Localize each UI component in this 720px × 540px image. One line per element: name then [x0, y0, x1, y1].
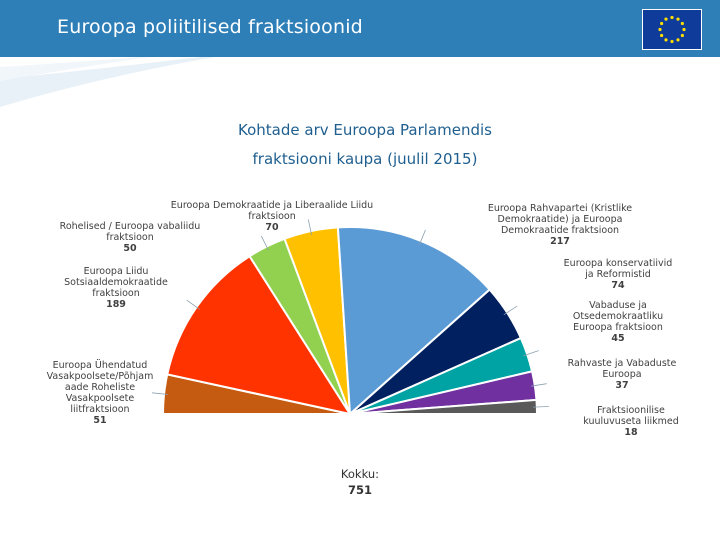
leader-line: [530, 383, 547, 387]
slice-label: Euroopa Ühendatud Vasakpoolsete/Põhjam aad…: [41, 360, 159, 426]
slice-label-text: Otsedemokraatliku: [572, 311, 664, 322]
flag-star: [664, 38, 668, 42]
slice-label: Rahvaste ja Vabaduste Euroopa 37: [562, 358, 682, 391]
chart-title-line2: fraktsiooni kaupa (juulil 2015): [252, 150, 478, 168]
flag-star: [680, 21, 684, 26]
slice-label-text: fraktsioon: [248, 211, 296, 222]
flag-star: [658, 27, 662, 32]
leader-line: [186, 299, 201, 310]
decorative-swoosh: [0, 57, 215, 107]
header-bar: Euroopa poliitilised fraktsioonid: [0, 0, 720, 57]
slice-value: 189: [106, 299, 126, 310]
slice-label: Euroopa Liidu Sotsiaaldemokraatide fraktsi…: [56, 266, 176, 310]
slice-label-text: Vabaduse ja: [589, 300, 647, 311]
slice-label: Euroopa Rahvapartei (Kristlike Demokraati…: [480, 203, 640, 247]
slice-label: Fraktsioonilise kuuluvuseta liikmed 18: [576, 405, 686, 438]
slice-value: 70: [265, 222, 279, 233]
slice-value: 50: [123, 243, 137, 254]
slice-value: 18: [624, 427, 638, 438]
slice-value: 217: [550, 236, 570, 247]
slice-label-text: Euroopa konservatiivid: [563, 258, 673, 269]
slice-label-text: fraktsioon: [92, 288, 140, 299]
slice-label-text: Fraktsioonilise: [597, 405, 665, 416]
slice-label-text: Rahvaste ja Vabaduste: [567, 358, 677, 369]
slice-label-text: Euroopa fraktsioon: [573, 322, 663, 333]
slice-label-text: Rohelised / Euroopa vabaliidu: [59, 221, 201, 232]
slice-label-text: ja Reformistid: [585, 269, 651, 280]
total-label: Kokku:: [340, 467, 380, 481]
slice-label: Rohelised / Euroopa vabaliidu fraktsioon 5…: [55, 221, 205, 254]
slice-value: 74: [611, 280, 625, 291]
slice-label-text: Sotsiaaldemokraatide: [64, 277, 168, 288]
slice-label-text: Euroopa Liidu: [83, 266, 149, 277]
flag-star: [660, 33, 664, 38]
slice-label-text: Euroopa: [602, 369, 642, 380]
flag-star: [660, 21, 664, 26]
flag-star: [682, 27, 686, 32]
flag-star: [676, 38, 680, 42]
flag-star: [680, 33, 684, 38]
slice-label: Euroopa Demokraatide ja Liberaalide Liid…: [162, 200, 382, 233]
slice-label-text: fraktsioon: [106, 232, 154, 243]
flag-star: [670, 39, 674, 44]
leader-line: [503, 305, 518, 316]
slice-value: 51: [93, 415, 107, 426]
slice-label: Vabaduse ja Otsedemokraatliku Euroopa frak…: [563, 300, 673, 344]
page-title: Euroopa poliitilised fraktsioonid: [57, 16, 363, 38]
leader-line: [152, 392, 169, 395]
slice-label: Euroopa konservatiivid ja Reformistid 74: [558, 258, 678, 291]
flag-star: [676, 17, 680, 21]
slice-label-text: liitfraktsioon: [70, 404, 130, 415]
leader-line: [307, 219, 312, 236]
leader-line: [260, 235, 269, 251]
total-box: Kokku: 751: [320, 466, 400, 498]
slice-label-text: Euroopa Ühendatud: [52, 360, 148, 371]
slice-label-text: aade Roheliste: [64, 382, 136, 393]
leader-line: [419, 229, 426, 245]
leader-line: [532, 406, 549, 408]
slice-label-text: Euroopa Rahvapartei (Kristlike: [487, 203, 633, 214]
chart-title-line1: Kohtade arv Euroopa Parlamendis: [238, 121, 492, 139]
slice-label-text: Demokraatide) ja Euroopa: [497, 214, 623, 225]
slice-value: 45: [611, 333, 625, 344]
slice-label-text: Vasakpoolsete: [65, 393, 135, 404]
slice-value: 37: [615, 380, 629, 391]
eu-flag-stars: [658, 15, 686, 44]
total-value: 751: [347, 483, 372, 497]
eu-flag-icon: [642, 9, 702, 50]
flag-star: [664, 17, 668, 21]
slice-label-text: Vasakpoolsete/Põhjam: [46, 371, 154, 382]
slice-label-text: Demokraatide fraktsioon: [500, 225, 620, 236]
leader-line: [523, 350, 539, 357]
slice-label-text: Euroopa Demokraatide ja Liberaalide Liid…: [170, 200, 374, 211]
flag-star: [670, 15, 674, 20]
slice-label-text: kuuluvuseta liikmed: [583, 416, 679, 427]
